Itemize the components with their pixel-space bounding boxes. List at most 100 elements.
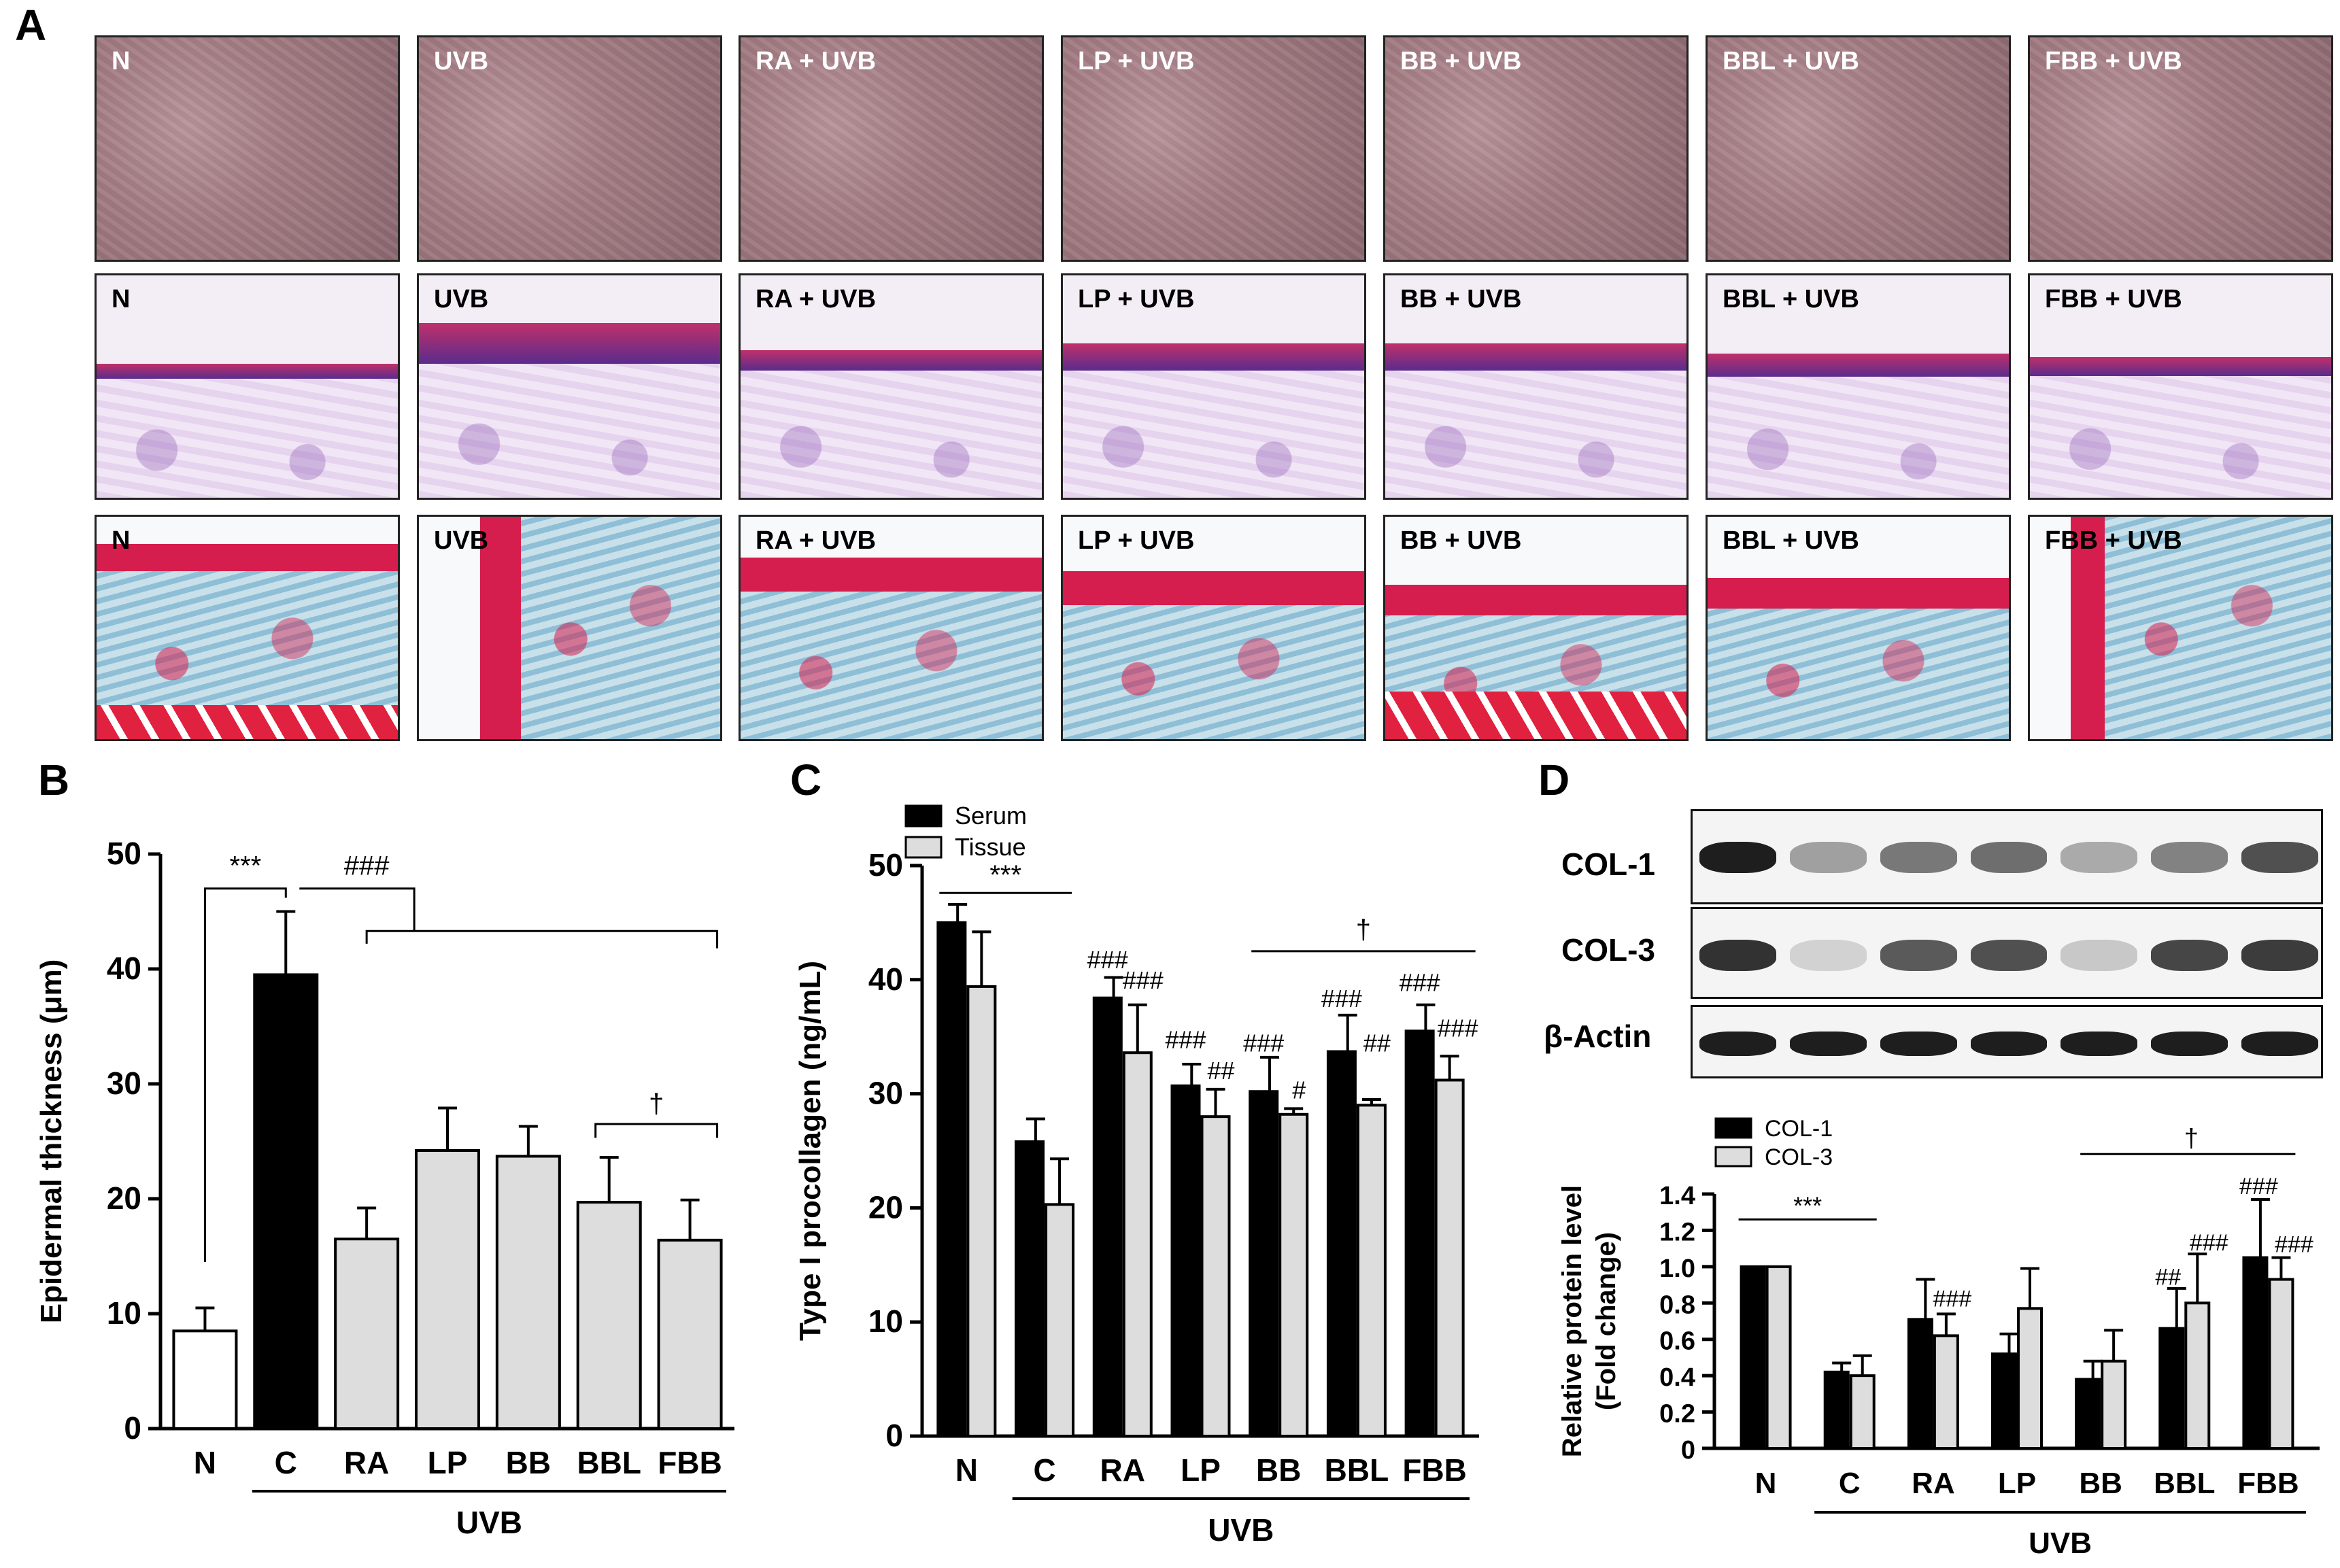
tile-label: BBL + UVB <box>1723 526 1859 555</box>
y-axis-label: Epidermal thickness (μm) <box>35 959 68 1324</box>
uvb-group-label: UVB <box>2029 1527 2092 1557</box>
x-tick-label: BBL <box>577 1445 641 1480</box>
tile-label: N <box>112 47 131 75</box>
x-tick-label: BB <box>2079 1467 2122 1500</box>
x-tick-label: FBB <box>2237 1467 2299 1500</box>
bar-n <box>172 1329 238 1430</box>
y-tick-label: 1.2 <box>1659 1218 1695 1246</box>
x-tick-label: BB <box>506 1445 551 1480</box>
tile-label: BB + UVB <box>1400 47 1522 75</box>
bar-n-col-3 <box>1765 1265 1792 1450</box>
x-tick-label: N <box>1755 1467 1777 1500</box>
mt-stain-fbb-uvb: FBB + UVB <box>2028 515 2333 741</box>
x-tick-label: BBL <box>1325 1452 1389 1488</box>
wb-band <box>1699 841 1776 873</box>
y-tick-label: 0 <box>885 1418 903 1453</box>
wb-band <box>2061 1032 2138 1056</box>
significance-marker: ### <box>1165 1025 1206 1053</box>
y-tick-label: 20 <box>868 1189 903 1225</box>
x-tick-label: FBB <box>1402 1452 1467 1488</box>
bar-ra <box>334 1238 400 1431</box>
wb-band <box>1880 939 1957 971</box>
bar-ra-col-1 <box>1907 1318 1933 1450</box>
tile-label: LP + UVB <box>1078 47 1195 75</box>
panel-letter-a: A <box>15 1 47 50</box>
western-blot-col1-lane <box>1691 809 2323 904</box>
tile-label: RA + UVB <box>756 285 877 313</box>
wb-band <box>1789 939 1867 971</box>
x-tick-label: LP <box>428 1445 468 1480</box>
y-axis-label: Type I procollagen (ng/mL) <box>794 961 827 1341</box>
chart-type-i-procollagen: 0 10 20 30 40 50 Type I procollagen (ng/mL) N C R… <box>794 802 1479 1548</box>
y-tick-label: 50 <box>868 847 903 883</box>
skin-photo-bb-uvb: BB + UVB <box>1383 35 1689 262</box>
significance-marker: ### <box>1243 1029 1284 1057</box>
bar-fbb-col-1 <box>2242 1256 2269 1450</box>
tile-label: RA + UVB <box>756 47 877 75</box>
bar-bbl-tissue <box>1356 1104 1387 1437</box>
x-tick-label: C <box>275 1445 297 1480</box>
wb-band <box>1880 1032 1957 1056</box>
y-tick-label: 30 <box>868 1076 903 1111</box>
bar-lp-serum <box>1170 1084 1201 1437</box>
bar-ra-tissue <box>1122 1051 1153 1437</box>
tile-label: UVB <box>434 47 489 75</box>
he-stain-uvb: UVB <box>417 273 722 500</box>
bar-bbl-serum <box>1326 1050 1357 1438</box>
wb-band <box>1789 1032 1867 1056</box>
bar-c-col-1 <box>1823 1370 1850 1450</box>
wb-band <box>1970 1032 2048 1056</box>
bar-lp <box>415 1149 480 1431</box>
tile-label: UVB <box>434 285 489 313</box>
wb-label-actin: β-Actin <box>1544 1019 1652 1054</box>
x-tick-label: RA <box>1912 1467 1955 1500</box>
bar-lp-tissue <box>1200 1115 1231 1437</box>
tile-label: N <box>112 285 131 313</box>
skin-photo-fbb-uvb: FBB + UVB <box>2028 35 2333 262</box>
bar-lp-col-1 <box>1991 1352 2017 1450</box>
bar-bbl-col-3 <box>2184 1301 2211 1450</box>
uvb-group-label: UVB <box>456 1505 522 1540</box>
tile-label: BBL + UVB <box>1723 285 1859 313</box>
tile-label: UVB <box>434 526 489 555</box>
bar-c-serum <box>1015 1140 1045 1437</box>
western-blot-actin-lane <box>1691 1005 2323 1078</box>
x-tick-label: N <box>955 1452 978 1488</box>
bar-bbl <box>576 1201 642 1430</box>
significance-marker: ### <box>1933 1286 1971 1312</box>
bar-n-serum <box>936 921 967 1437</box>
x-tick-label: FBB <box>658 1445 722 1480</box>
bar-bb-tissue <box>1278 1112 1309 1438</box>
significance-marker: ### <box>2275 1231 2313 1257</box>
panel-letter-d: D <box>1538 755 1570 804</box>
significance-marker: ### <box>1321 985 1362 1012</box>
skin-photo-uvb: UVB <box>417 35 722 262</box>
he-stain-bbl-uvb: BBL + UVB <box>1706 273 2011 500</box>
bar-c-tissue <box>1045 1203 1075 1438</box>
chart-relative-protein: 0 0.2 0.4 0.6 0.8 1.0 1.2 1.4 Relative protein l… <box>1557 1116 2320 1557</box>
significance-marker: ### <box>1123 966 1164 994</box>
significance-marker: ### <box>1400 969 1440 997</box>
tile-label: LP + UVB <box>1078 526 1195 555</box>
x-tick-label: N <box>194 1445 216 1480</box>
wb-band <box>2241 939 2318 971</box>
bar-ra-col-3 <box>1933 1334 1959 1450</box>
x-tick-label: LP <box>1181 1452 1221 1488</box>
x-tick-label: RA <box>1100 1452 1145 1488</box>
tile-label: FBB + UVB <box>2045 526 2182 555</box>
significance-marker: ### <box>2190 1230 2228 1256</box>
wb-band <box>2151 841 2228 873</box>
chart-epidermal-thickness: 0 10 20 30 40 50 Epidermal thickness (μm) N C RA L… <box>35 836 734 1540</box>
wb-label-col1: COL-1 <box>1561 847 1655 882</box>
bar-n-col-1 <box>1740 1265 1766 1450</box>
bar-lp-col-3 <box>2017 1307 2043 1450</box>
mt-stain-bb-uvb: BB + UVB <box>1383 515 1689 741</box>
y-axis-label: (Fold change) <box>1591 1232 1621 1410</box>
significance-marker: ## <box>2155 1265 2181 1291</box>
he-stain-n: N <box>95 273 400 500</box>
significance-marker: ## <box>1207 1057 1234 1085</box>
wb-band <box>2061 841 2138 873</box>
x-tick-label: C <box>1839 1467 1861 1500</box>
significance-marker: ### <box>2239 1174 2278 1199</box>
panel-letter-c: C <box>790 755 822 804</box>
